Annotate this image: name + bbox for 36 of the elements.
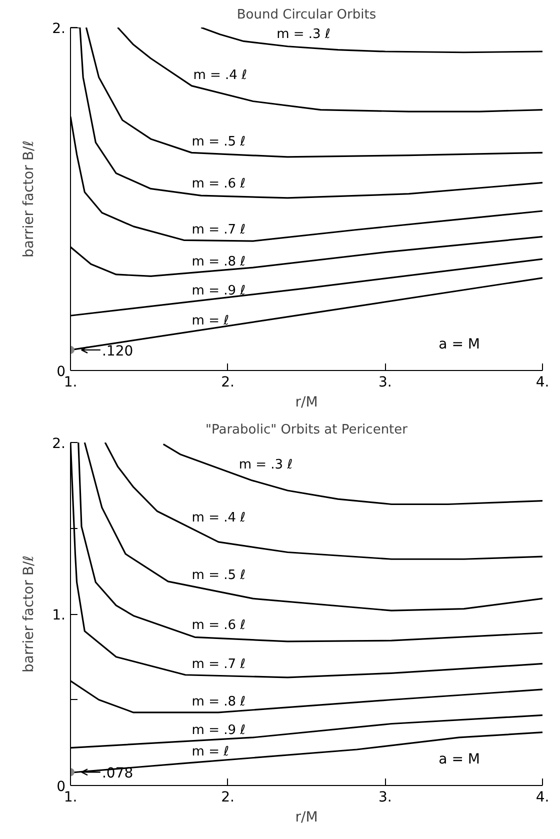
y-tick-label: 2. xyxy=(52,21,66,37)
x-tick-label: 3. xyxy=(378,790,392,806)
x-tick-label: 2. xyxy=(221,374,235,390)
series-label: m = .7 ℓ xyxy=(192,657,246,672)
series-label: m = .6 ℓ xyxy=(192,618,246,634)
series-label: m = .8 ℓ xyxy=(192,254,246,270)
series-label: m = .6 ℓ xyxy=(192,176,246,192)
series-label: m = .5 ℓ xyxy=(192,568,246,584)
y-tick-label: 2. xyxy=(52,436,66,452)
x-tick-label: 4. xyxy=(536,790,550,806)
y-tick-label: 0 xyxy=(56,364,66,380)
series-label: m = .3 ℓ xyxy=(238,458,293,473)
y-tick-label: 0 xyxy=(56,779,66,795)
series-label: m = .4 ℓ xyxy=(193,68,247,84)
y-axis-title: barrier factor B/ℓ xyxy=(21,140,38,258)
annotation: .120 xyxy=(102,343,134,360)
y-axis-title: barrier factor B/ℓ xyxy=(21,555,38,673)
chart-title: Bound Circular Orbits xyxy=(236,8,376,22)
series-label: m = .8 ℓ xyxy=(192,694,246,710)
annotation: a = M xyxy=(438,752,480,768)
series-label: m = .9 ℓ xyxy=(192,284,246,299)
series-label: m = ℓ xyxy=(192,313,230,328)
x-tick-label: 2. xyxy=(221,790,235,806)
x-tick-label: 4. xyxy=(536,374,550,390)
x-axis-title: r/M xyxy=(295,810,318,826)
series-label: m = .7 ℓ xyxy=(192,222,246,238)
series-label: m = .9 ℓ xyxy=(192,722,246,738)
x-axis-title: r/M xyxy=(295,394,318,410)
series-label: m = .5 ℓ xyxy=(192,134,246,150)
y-tick-label: 1. xyxy=(52,608,66,624)
series-label: m = .4 ℓ xyxy=(192,510,246,526)
series-label: m = ℓ xyxy=(192,744,230,760)
annotation: a = M xyxy=(438,336,480,352)
x-tick-label: 3. xyxy=(378,374,392,390)
series-label: m = .3 ℓ xyxy=(276,27,330,42)
chart-title: "Parabolic" Orbits at Pericenter xyxy=(206,422,408,438)
